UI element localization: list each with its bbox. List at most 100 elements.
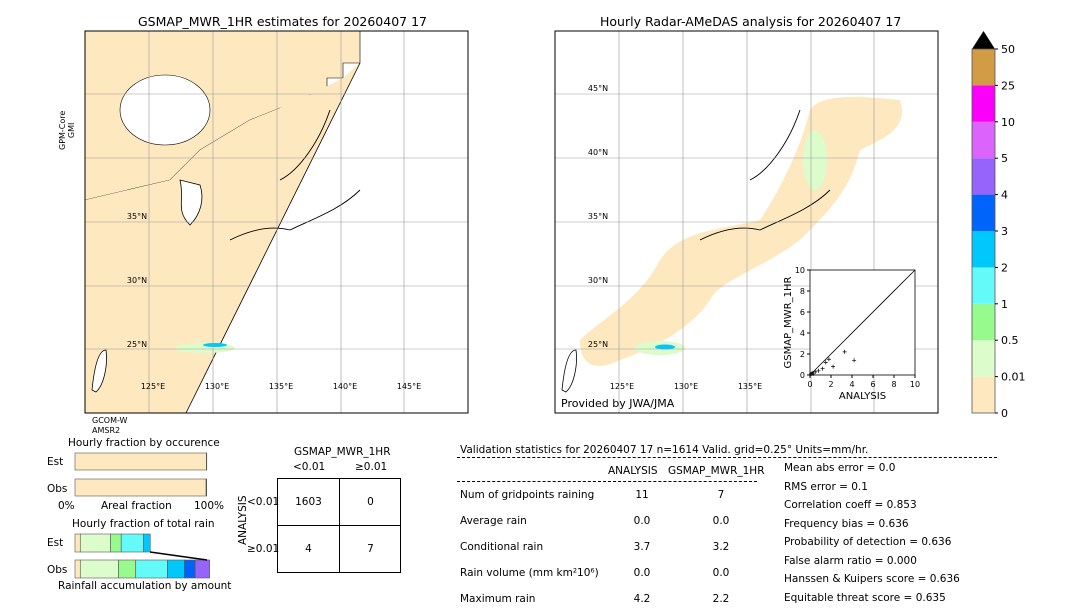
score: Frequency bias = 0.636 [784, 517, 909, 530]
colorbar-label: 50 [1001, 43, 1015, 56]
scatter-point [811, 371, 816, 376]
rain-fraction-segment [194, 559, 210, 579]
swath-edge [185, 62, 361, 414]
score: Probability of detection = 0.636 [784, 536, 952, 548]
y-tick-label: 4 [800, 329, 805, 338]
lon-label: 140°E [333, 382, 357, 391]
lat-label: 30°N [588, 276, 608, 285]
colorbar-segment [972, 85, 995, 122]
colorbar-label: 0 [1001, 407, 1008, 420]
cell: 7 [367, 543, 374, 555]
col-header: ANALYSIS [608, 465, 658, 477]
occurrence-bar-segment [74, 452, 207, 471]
stats-g: 0.0 [712, 567, 730, 579]
colorbar-segment [972, 376, 995, 413]
scatter-point [852, 358, 857, 363]
colorbar-segment [972, 49, 995, 86]
colorbar-extend-arrow [972, 31, 995, 49]
scatter-point [842, 349, 847, 354]
sensor-label: GPM-Core [58, 110, 67, 150]
stats-a: 11 [635, 489, 649, 501]
sensor-label: AMSR2 [92, 426, 121, 435]
divider [278, 525, 400, 526]
left-sensor-bottom: GCOM-W AMSR2 [92, 416, 127, 436]
score: Correlation coeff = 0.853 [784, 499, 917, 511]
sea-area [119, 74, 211, 146]
rain-patch [803, 130, 827, 190]
scatter-point [831, 364, 836, 369]
swath-rain-area [85, 63, 360, 413]
stats-a: 0.0 [633, 515, 651, 527]
contingency-table: 1603 0 4 7 [277, 478, 401, 573]
rain-fraction-segment [143, 533, 151, 553]
lon-label: 125°E [141, 382, 165, 391]
sensor-label: GMI [67, 122, 76, 139]
cell: 0 [367, 496, 374, 508]
score: Mean abs error = 0.0 [784, 462, 896, 474]
lon-label: 130°E [674, 382, 698, 391]
rain-obs-label: Obs [47, 564, 68, 576]
rain-fraction-segment [79, 533, 111, 553]
rain-est-label: Est [47, 537, 64, 549]
japan-coast [699, 109, 831, 241]
lon-label: 145°E [397, 382, 421, 391]
stats-g: 3.2 [712, 541, 730, 553]
score: Equitable threat score = 0.635 [784, 591, 946, 604]
col-label: ≥0.01 [355, 461, 388, 473]
colorbar-label: 5 [1001, 152, 1008, 165]
stats-label: Average rain [460, 515, 527, 527]
lat-label: 25°N [127, 340, 147, 349]
rain-fraction-segment [135, 559, 168, 579]
scatter-point [826, 357, 831, 362]
x-tick-label: 10 [910, 380, 920, 389]
occ-xlabel: Areal fraction [101, 500, 172, 512]
lat-label: 30°N [127, 276, 147, 285]
colorbar-label: 25 [1001, 79, 1015, 92]
scatter-point [813, 369, 818, 374]
x-tick-label: 8 [891, 380, 896, 389]
col-header: GSMAP_MWR_1HR [668, 465, 765, 477]
left-sensor-top: GPM-Core GMI [58, 111, 76, 150]
taiwan-coast [91, 349, 107, 393]
lat-label: 45°N [588, 84, 608, 93]
x-tick-label: 0 [807, 380, 812, 389]
x-tick-label: 2 [828, 380, 833, 389]
lat-label: 25°N [588, 340, 608, 349]
colorbar-label: 10 [1001, 116, 1015, 129]
scatter-xlabel: ANALYSIS [839, 391, 886, 402]
stats-label: Num of gridpoints raining [460, 489, 595, 501]
scatter-ylabel: GSMAP_MWR_1HR [783, 277, 794, 369]
colorbar-label: 4 [1001, 189, 1008, 202]
map-border [554, 30, 939, 414]
col-label: <0.01 [293, 461, 326, 473]
contingency-title: GSMAP_MWR_1HR [294, 446, 391, 458]
occ-tick-0: 0% [58, 500, 75, 512]
row-label: ≥0.01 [247, 543, 280, 555]
rain-fraction-segment [79, 559, 119, 579]
diagonal-line [809, 269, 916, 376]
occurrence-bar-segment [205, 478, 207, 497]
stats-a: 4.2 [633, 593, 651, 605]
y-tick-label: 8 [800, 287, 805, 296]
lat-label: 35°N [588, 212, 608, 221]
rain-patch [203, 343, 227, 347]
scatter-point [820, 366, 825, 371]
japan-coast [229, 109, 361, 241]
map-border [84, 30, 469, 414]
stats-g: 2.2 [712, 593, 730, 605]
occ-obs-label: Obs [47, 483, 68, 495]
rain-xlabel: Rainfall accumulation by amount [58, 580, 232, 592]
right-map-title: Hourly Radar-AMeDAS analysis for 2026040… [600, 14, 902, 29]
scatter-point [816, 368, 821, 373]
colorbar-label: 0.5 [1001, 334, 1019, 347]
rain-fraction-segment [74, 559, 81, 579]
rain-title: Hourly fraction of total rain [72, 518, 215, 530]
lat-label: 35°N [127, 212, 147, 221]
occ-est-label: Est [47, 456, 64, 468]
cell: 4 [305, 543, 312, 555]
sensor-label: GCOM-W [92, 416, 128, 425]
colorbar-segment [972, 340, 995, 377]
colorbar-segment [972, 231, 995, 268]
